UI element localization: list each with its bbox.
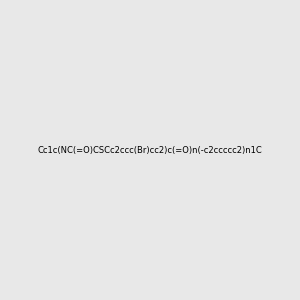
Text: Cc1c(NC(=O)CSCc2ccc(Br)cc2)c(=O)n(-c2ccccc2)n1C: Cc1c(NC(=O)CSCc2ccc(Br)cc2)c(=O)n(-c2ccc… bbox=[38, 146, 262, 154]
